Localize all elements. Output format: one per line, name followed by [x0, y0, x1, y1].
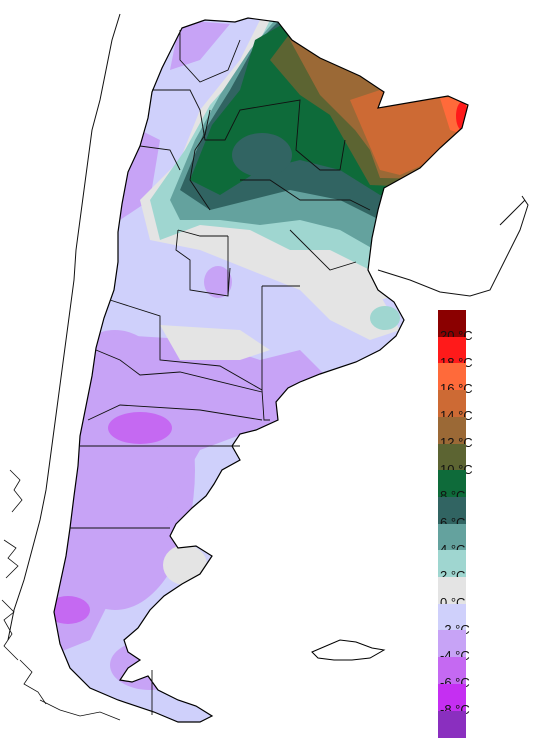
legend-swatch: [438, 443, 466, 471]
legend-swatch: [438, 550, 466, 578]
malvinas-islands: [311, 639, 386, 661]
province-borders: [70, 30, 371, 715]
legend-swatch: [438, 310, 466, 337]
legend-swatch: [438, 390, 466, 418]
argentina-outline: [53, 17, 469, 723]
legend-swatch: [438, 523, 466, 551]
legend-swatch: [438, 416, 466, 444]
legend-swatch: [438, 710, 466, 738]
legend-swatch: [438, 470, 466, 498]
color-legend: 20 °C 18 °C 16 °C 14 °C 12 °C 10 °C 8 °C 6 °C 4 …: [436, 310, 536, 738]
legend-swatch: [438, 683, 466, 711]
legend-swatch: [438, 630, 466, 658]
neighbor-borders: [7, 13, 529, 641]
legend-swatch: [438, 577, 466, 604]
legend-swatch: [438, 496, 466, 524]
chile-islands: [1, 469, 121, 721]
legend-swatch: [438, 336, 466, 364]
legend-swatch: [438, 657, 466, 685]
legend-swatch: [438, 603, 466, 631]
legend-swatch: [438, 363, 466, 391]
temperature-field: [54, 18, 468, 722]
